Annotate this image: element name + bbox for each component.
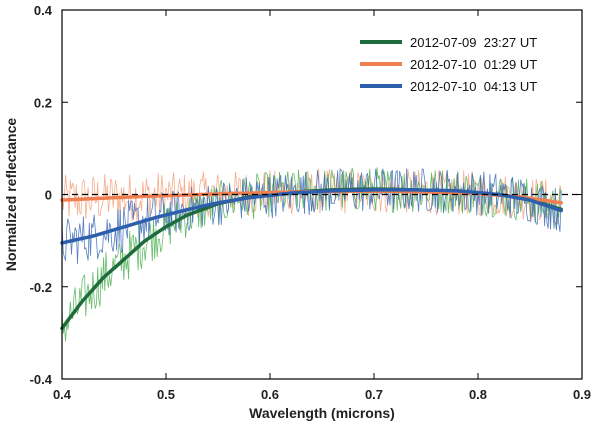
y-tick-label: -0.2 xyxy=(30,280,52,295)
legend-label-3: 2012-07-10 04:13 UT xyxy=(410,79,537,94)
y-axis-label: Normalized reflectance xyxy=(3,118,19,271)
legend-label-1: 2012-07-09 23:27 UT xyxy=(410,35,537,50)
x-tick-label: 0.6 xyxy=(261,387,279,402)
y-tick-label: -0.4 xyxy=(30,372,53,387)
x-tick-label: 0.5 xyxy=(157,387,175,402)
y-tick-label: 0 xyxy=(45,188,52,203)
fit-curve-3 xyxy=(60,188,563,245)
y-tick-label: 0.2 xyxy=(34,95,52,110)
fit-curves xyxy=(60,187,563,331)
legend-label-2: 2012-07-10 01:29 UT xyxy=(410,57,537,72)
x-axis-label: Wavelength (microns) xyxy=(249,405,395,421)
x-tick-label: 0.8 xyxy=(469,387,487,402)
y-tick-label: 0.4 xyxy=(34,3,53,18)
x-tick-label: 0.4 xyxy=(53,387,72,402)
legend: 2012-07-09 23:27 UT 2012-07-10 01:29 UT 20… xyxy=(360,35,537,94)
axis-ticks: 0.4 0.5 0.6 0.7 0.8 0.9 0.4 0.2 0 -0.2 -0.4 xyxy=(30,3,591,402)
x-tick-label: 0.7 xyxy=(365,387,383,402)
x-tick-label: 0.9 xyxy=(573,387,591,402)
